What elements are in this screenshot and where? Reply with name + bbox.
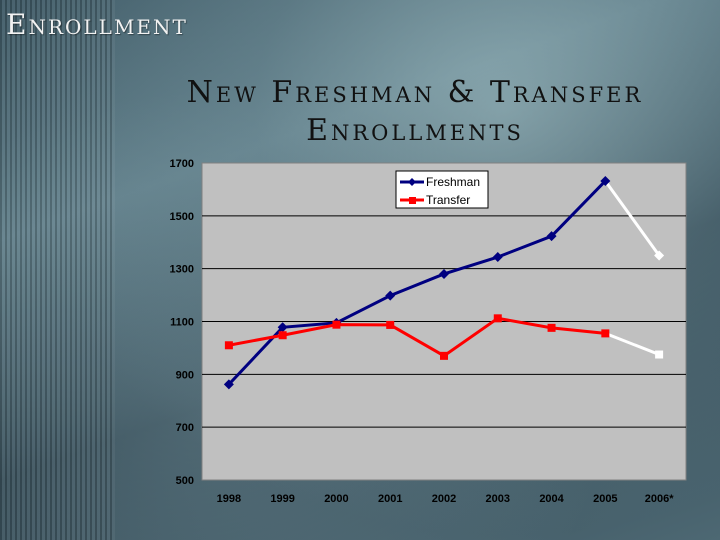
x-axis-ticks: 1998 1999 2000 2001 2002 2003 2004 2005 2006* [217,493,675,505]
x-tick-label: 2006* [645,493,674,505]
y-tick-label: 1700 [170,158,194,170]
y-tick-label: 1500 [170,211,194,223]
series-line-freshman [227,179,607,386]
data-point-freshman [600,175,611,186]
data-point-transfer [493,314,502,323]
x-tick-label: 2001 [378,493,402,505]
legend-marker [408,178,416,186]
series-projection-transfer [604,331,660,356]
y-tick-label: 1100 [170,317,194,329]
decorative-stripes [0,0,115,540]
series-projection-freshman [604,180,661,257]
x-tick-label: 2000 [324,493,348,505]
data-point-transfer [547,323,556,332]
data-point-freshman [654,250,665,261]
data-point-transfer [601,329,610,338]
y-tick-label: 500 [176,475,194,487]
data-point-freshman [492,252,503,263]
series-lines [223,175,665,390]
y-axis-ticks: 500 700 900 1100 1300 1500 1700 [170,158,194,487]
y-tick-label: 900 [176,369,194,381]
x-tick-label: 2003 [486,493,510,505]
chart-legend: Freshman Transfer [395,170,489,209]
data-point-freshman [546,231,557,242]
data-point-transfer [440,351,448,360]
data-point-freshman [439,268,449,279]
data-point-freshman [385,290,396,301]
gridlines [202,215,686,428]
slide-title: Enrollment [6,8,188,41]
data-point-transfer [655,350,664,359]
chart-title: New Freshman & Transfer Enrollments [186,75,644,148]
x-tick-label: 2004 [539,493,564,505]
series-line-transfer [228,316,606,358]
data-point-transfer [386,320,395,329]
data-point-freshman [277,322,288,333]
x-tick-label: 2002 [432,493,456,505]
data-point-freshman [223,379,234,390]
x-tick-label: 1999 [270,493,294,505]
legend-marker [409,197,416,204]
data-point-transfer [278,331,287,340]
x-tick-label: 2005 [593,493,617,505]
data-point-transfer [332,320,341,329]
y-tick-label: 700 [176,422,194,434]
data-point-transfer [224,341,233,350]
x-tick-label: 1998 [217,493,241,505]
y-tick-label: 1300 [170,264,194,276]
legend-label: Transfer [426,193,470,207]
legend-label: Freshman [426,175,480,189]
